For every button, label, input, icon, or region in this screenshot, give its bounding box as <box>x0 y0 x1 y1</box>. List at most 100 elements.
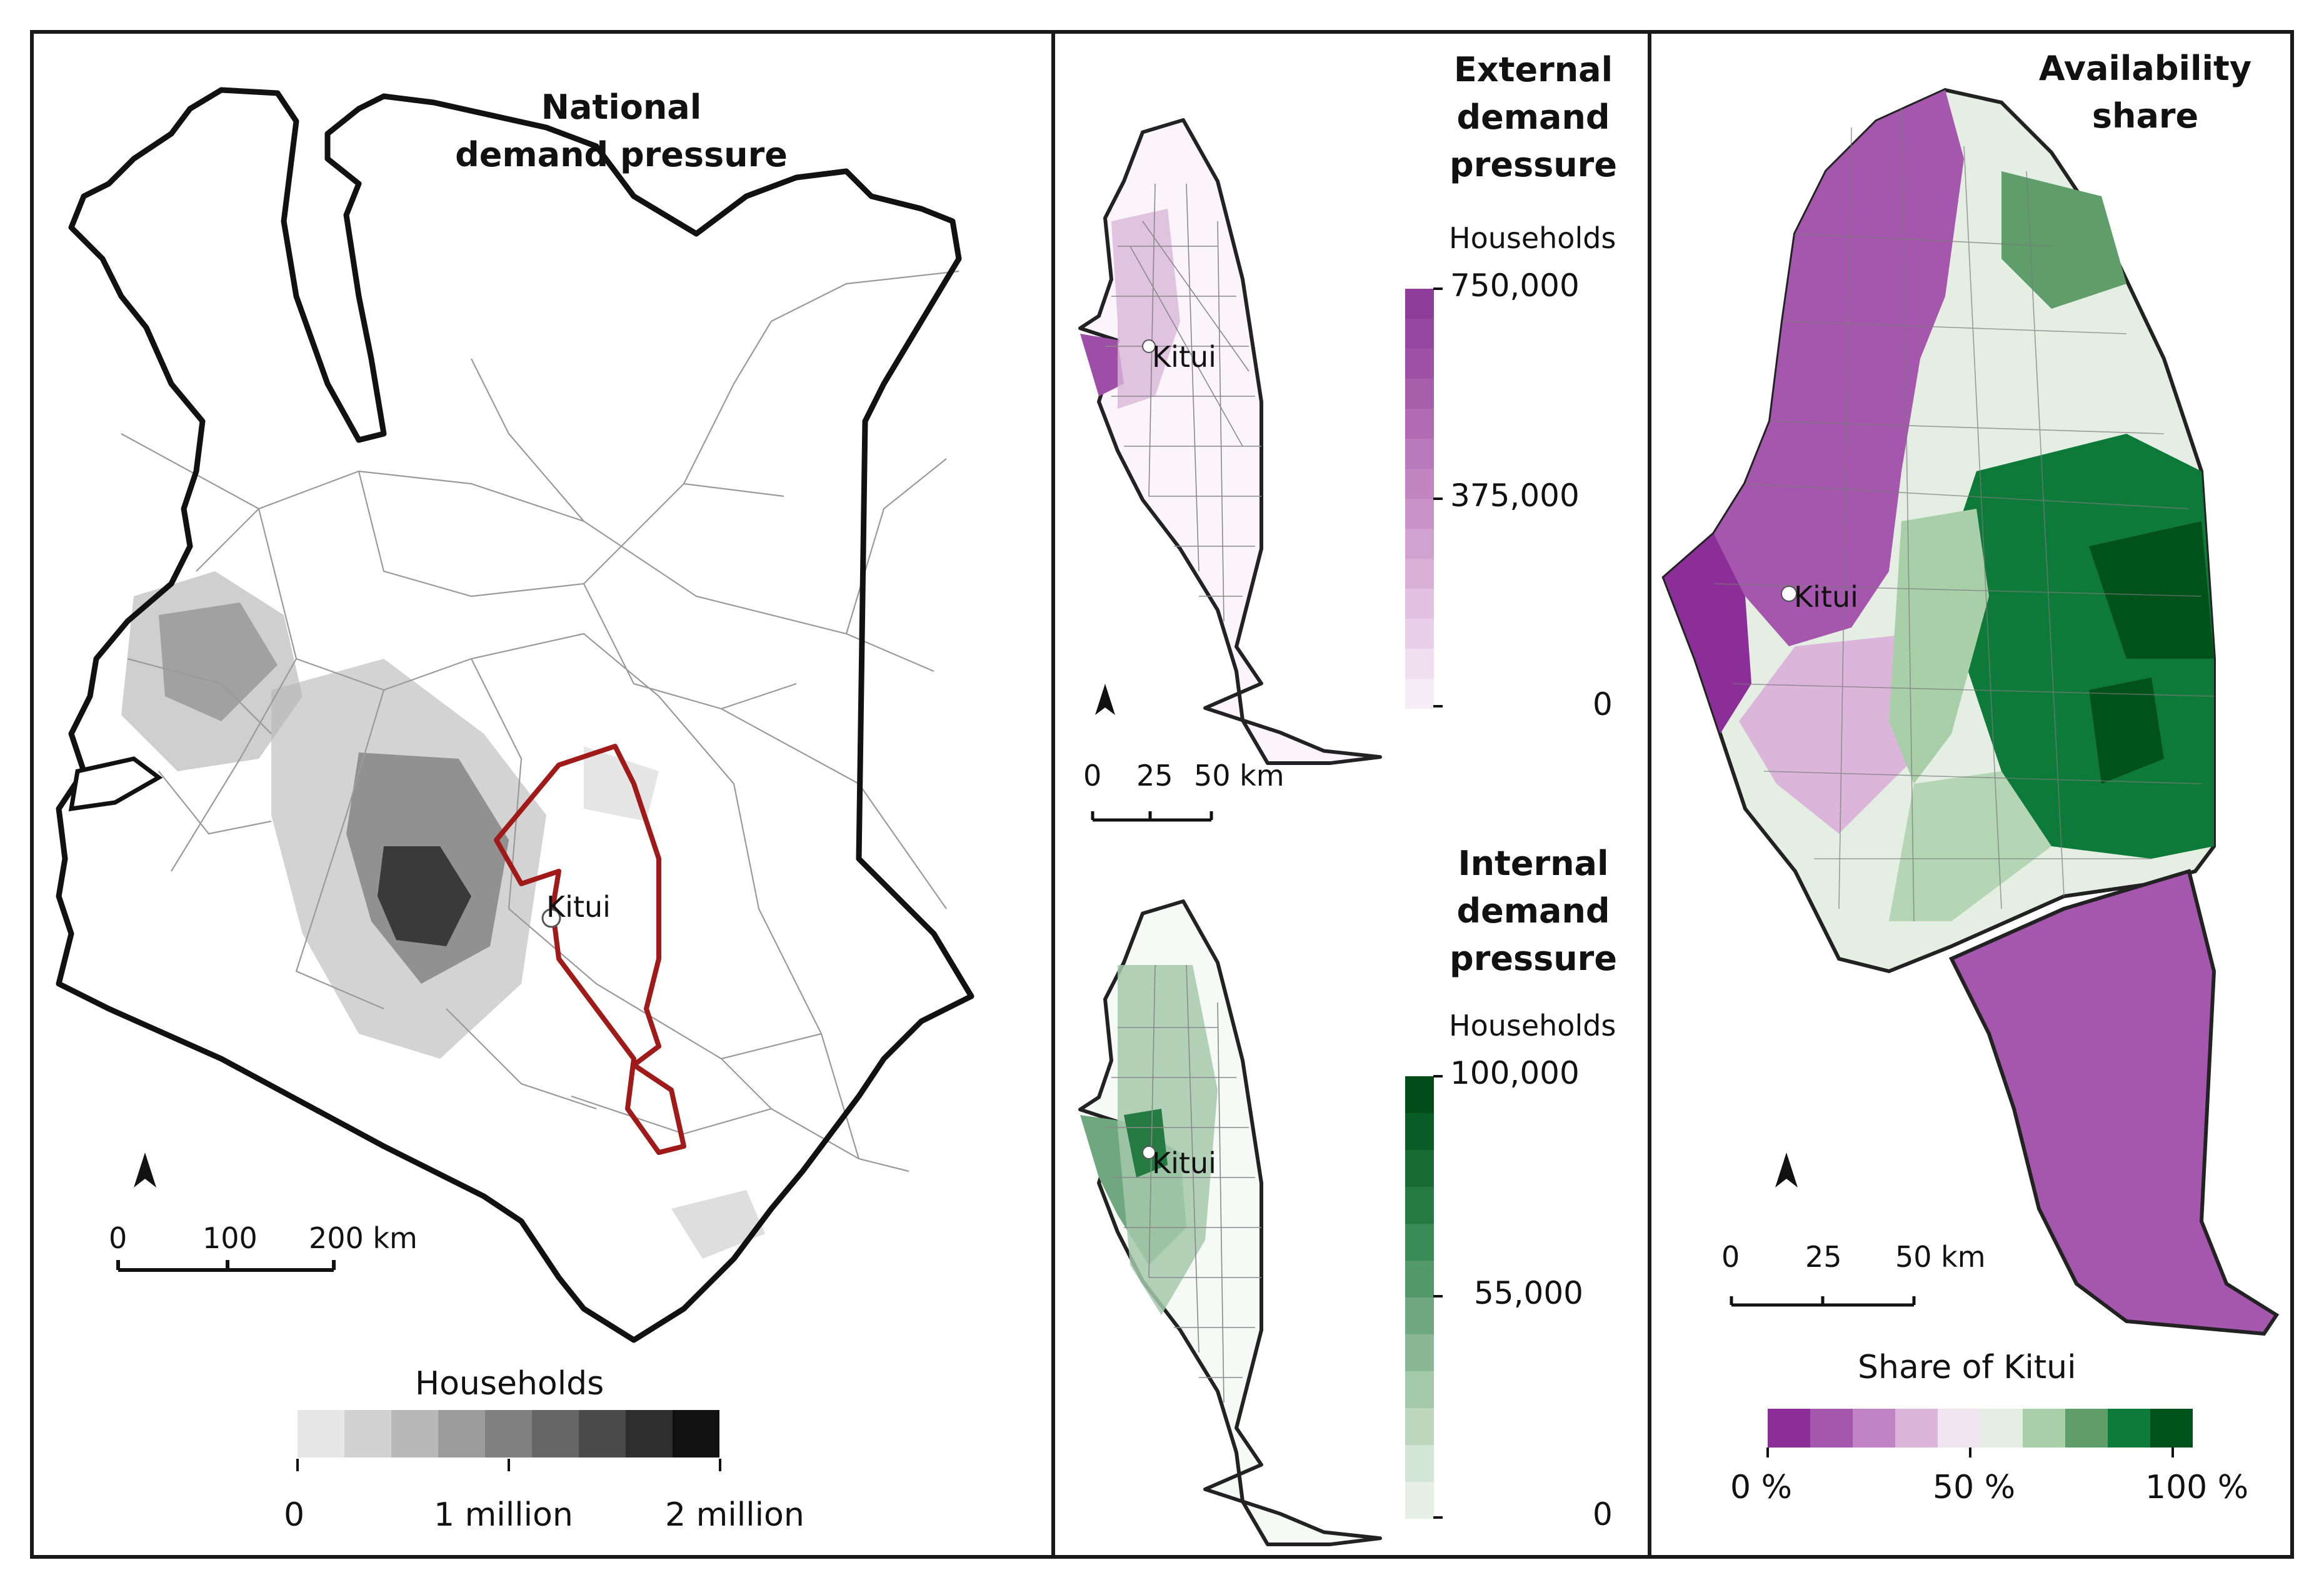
external-swatch-10 <box>1405 589 1434 619</box>
internal-title: Internal demand pressure <box>1418 840 1648 982</box>
kitui-marker-internal <box>1142 1146 1156 1159</box>
internal-ward-lines <box>1105 964 1261 1403</box>
external-swatch-9 <box>1405 559 1434 589</box>
internal-swatch-11 <box>1405 1482 1434 1519</box>
internal-swatch-1 <box>1405 1113 1434 1150</box>
internal-peak-region <box>1124 1109 1168 1178</box>
households-swatch-1 <box>344 1410 391 1458</box>
north-arrow-icon <box>134 1152 156 1188</box>
internal-legend-bar <box>1405 1076 1434 1519</box>
share-legend-title: Share of Kitui <box>1858 1349 2076 1386</box>
national-title-line2: demand pressure <box>455 135 788 174</box>
external-swatch-1 <box>1405 319 1434 349</box>
legend-ticks <box>296 1459 721 1471</box>
scale-label-100: 100 <box>203 1221 258 1255</box>
internal-title-line1: Internal <box>1458 844 1609 883</box>
households-swatch-5 <box>532 1410 579 1458</box>
scale-label-25: 25 <box>1805 1240 1842 1274</box>
external-title: External demand pressure <box>1418 46 1648 189</box>
scale-label-50km: 50 km <box>1895 1240 1986 1274</box>
external-high-region <box>1080 334 1124 396</box>
share-swatch-2 <box>1853 1409 1895 1448</box>
share-swatch-0 <box>1768 1409 1810 1448</box>
scale-bar <box>116 1260 336 1272</box>
external-swatch-4 <box>1405 409 1434 439</box>
legend-label-0: 0 <box>284 1496 305 1534</box>
north-green <box>2001 171 2126 309</box>
external-swatch-8 <box>1405 529 1434 559</box>
internal-legend-title: Households <box>1449 1009 1616 1042</box>
households-swatch-4 <box>485 1410 532 1458</box>
scale-label-25: 25 <box>1136 759 1173 792</box>
kitui-marker-external <box>1142 339 1156 353</box>
internal-swatch-6 <box>1405 1298 1434 1334</box>
legend-title: Households <box>415 1365 604 1402</box>
households-legend-bar <box>298 1410 719 1458</box>
kitui-label: Kitui <box>546 890 611 924</box>
lake-victoria-shore <box>68 756 163 812</box>
legend-tick-marks <box>1433 288 1443 1519</box>
national-title-line1: National <box>541 88 702 127</box>
kitui-label-external: Kitui <box>1152 340 1216 374</box>
national-title: National demand pressure <box>446 84 796 179</box>
external-legend-bar <box>1405 289 1434 709</box>
internal-swatch-3 <box>1405 1187 1434 1224</box>
legend-label-2-million: 2 million <box>665 1496 804 1534</box>
share-swatch-1 <box>1810 1409 1853 1448</box>
internal-swatch-4 <box>1405 1224 1434 1261</box>
external-swatch-11 <box>1405 619 1434 649</box>
external-mid-region <box>1111 209 1180 409</box>
internal-swatch-0 <box>1405 1076 1434 1113</box>
internal-title-line3: pressure <box>1450 939 1617 978</box>
external-swatch-7 <box>1405 499 1434 529</box>
share-label-0: 0 % <box>1730 1469 1793 1506</box>
legend-label-1-million: 1 million <box>434 1496 573 1534</box>
internal-legend-mid: 55,000 <box>1474 1275 1583 1311</box>
scale-label-200km: 200 km <box>309 1221 418 1255</box>
share-swatch-6 <box>2023 1409 2065 1448</box>
internal-swatch-7 <box>1405 1334 1434 1371</box>
external-legend-max: 750,000 <box>1450 268 1580 304</box>
internal-swatch-5 <box>1405 1261 1434 1298</box>
kitui-location-marker <box>541 908 561 928</box>
central-light-purple <box>1739 634 1914 834</box>
external-legend-min: 0 <box>1593 686 1613 722</box>
kitui-label-internal: Kitui <box>1152 1146 1216 1180</box>
north-arrow-icon <box>1775 1152 1798 1188</box>
north-arrow-icon <box>1095 684 1115 715</box>
share-legend-ticks <box>1766 1448 2174 1458</box>
households-swatch-8 <box>673 1410 719 1458</box>
share-swatch-4 <box>1938 1409 1980 1448</box>
internal-swatch-10 <box>1405 1445 1434 1482</box>
national-demand-panel: National demand pressure Kitui 0 100 200… <box>30 30 1055 1559</box>
internal-swatch-9 <box>1405 1408 1434 1445</box>
external-title-line3: pressure <box>1450 145 1617 184</box>
share-swatch-8 <box>2108 1409 2150 1448</box>
west-low-share <box>1714 90 1964 646</box>
internal-legend-min: 0 <box>1593 1496 1613 1532</box>
households-swatch-7 <box>626 1410 673 1458</box>
availability-title-line1: Availability <box>2038 49 2252 88</box>
internal-map <box>1078 899 1382 1546</box>
households-swatch-0 <box>298 1410 344 1458</box>
households-swatch-6 <box>579 1410 626 1458</box>
share-swatch-3 <box>1895 1409 1938 1448</box>
east-darkest-zone <box>2089 521 2214 659</box>
external-swatch-2 <box>1405 349 1434 379</box>
share-swatch-7 <box>2065 1409 2108 1448</box>
availability-share-panel: Availability share Kitui 0 25 50 km Shar… <box>1648 30 2294 1559</box>
kitui-outline-external <box>1078 118 1382 765</box>
south-purple-zone <box>1948 869 2280 1336</box>
external-title-line2: demand <box>1456 98 1610 137</box>
external-swatch-5 <box>1405 439 1434 469</box>
external-swatch-3 <box>1405 379 1434 409</box>
scale-label-0: 0 <box>109 1221 128 1255</box>
share-label-100: 100 % <box>2145 1469 2249 1506</box>
external-legend-mid: 375,000 <box>1450 478 1580 514</box>
external-title-line1: External <box>1453 50 1613 89</box>
kitui-county-outline <box>494 744 686 1155</box>
kitui-label-availability: Kitui <box>1794 580 1858 614</box>
households-swatch-2 <box>391 1410 438 1458</box>
scale-label-0: 0 <box>1721 1240 1740 1274</box>
national-map <box>56 87 974 1471</box>
